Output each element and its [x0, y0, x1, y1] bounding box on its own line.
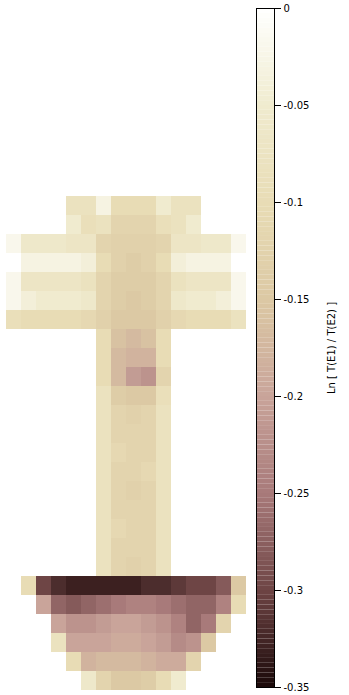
svg-text:Ln [ T(E1) / T(E2) ]: Ln [ T(E1) / T(E2) ]	[326, 302, 337, 394]
svg-text:-0.05: -0.05	[284, 100, 310, 111]
svg-text:-0.35: -0.35	[284, 682, 310, 693]
svg-text:-0.15: -0.15	[284, 294, 310, 305]
svg-text:-0.3: -0.3	[284, 585, 304, 596]
svg-text:-0.25: -0.25	[284, 488, 310, 499]
svg-text:-0.1: -0.1	[284, 197, 304, 208]
svg-text:0: 0	[284, 3, 290, 14]
svg-text:-0.2: -0.2	[284, 391, 304, 402]
